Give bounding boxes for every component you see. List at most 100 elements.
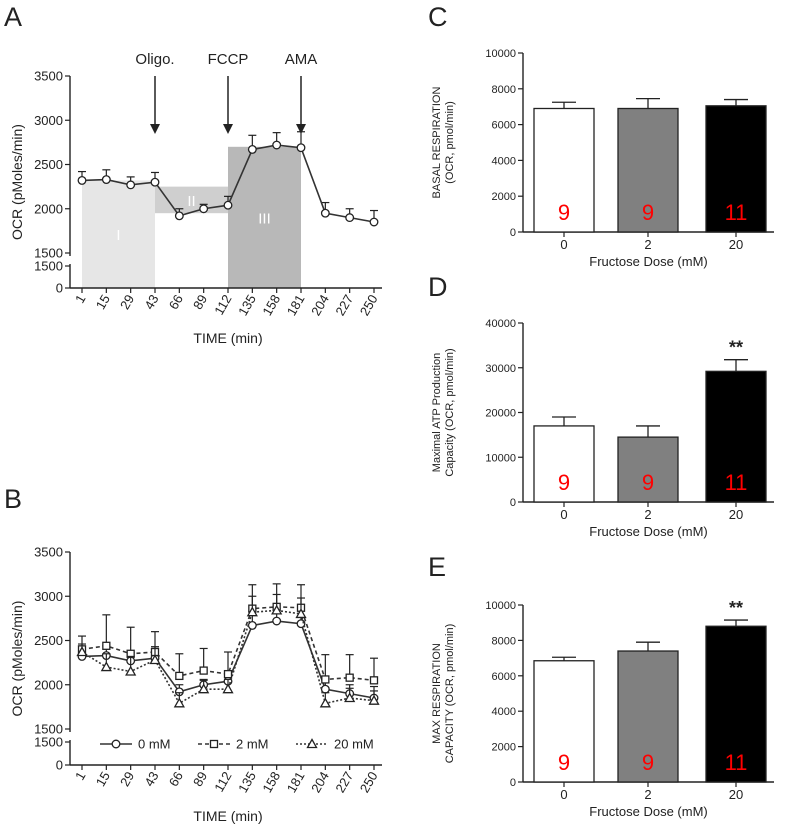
- bar: [533, 425, 595, 503]
- data-point: [173, 697, 185, 708]
- y-axis-label: Maximal ATP Production: [431, 353, 443, 472]
- y-tick-label: 3000: [34, 589, 63, 604]
- x-tick-label: 20: [729, 237, 743, 252]
- n-label: 11: [725, 470, 748, 495]
- data-point: [369, 217, 379, 227]
- data-point: [223, 200, 233, 210]
- x-tick-label: 15: [93, 292, 113, 312]
- significance-label: **: [729, 598, 743, 618]
- y-tick-label: 6000: [492, 120, 516, 132]
- y-tick-label: 0: [510, 777, 516, 789]
- x-axis-label: Fructose Dose (mM): [589, 804, 707, 819]
- x-tick-label: 204: [308, 769, 332, 795]
- legend-marker: [209, 739, 219, 749]
- bar: [705, 625, 767, 783]
- region-i: [82, 180, 155, 288]
- n-label: 9: [558, 470, 570, 495]
- x-tick-label: 204: [308, 292, 332, 318]
- annotation-arrowhead: [296, 124, 306, 134]
- data-point: [222, 683, 234, 694]
- data-point: [102, 641, 111, 650]
- x-tick-label: 15: [93, 769, 113, 789]
- data-point: [76, 646, 88, 657]
- region-iii: [228, 146, 301, 288]
- panel-letter-e: E: [428, 552, 446, 582]
- x-tick-label: 20: [729, 507, 743, 522]
- n-label: 9: [642, 470, 654, 495]
- y-tick-label: 3000: [34, 113, 63, 128]
- y-tick-label: 3500: [34, 545, 63, 560]
- data-point: [272, 616, 282, 626]
- panel-letter-c: C: [428, 2, 448, 32]
- y-tick-label: 4000: [492, 706, 516, 718]
- y-tick-label: 2500: [34, 633, 63, 648]
- data-point: [77, 175, 87, 185]
- data-point: [126, 180, 136, 190]
- legend-marker: [111, 739, 121, 749]
- x-tick-label: 158: [259, 769, 283, 795]
- data-point: [125, 665, 137, 676]
- x-tick-label: 135: [235, 292, 259, 318]
- data-point: [174, 211, 184, 221]
- y-tick-label: 10000: [485, 600, 516, 612]
- y-axis-label: MAX RESPIRATION: [431, 643, 443, 744]
- x-tick-label: 181: [284, 769, 308, 795]
- y-tick-label: 0: [510, 497, 516, 509]
- y-axis-label: OCR (pMoles/min): [9, 124, 25, 240]
- data-point: [271, 604, 283, 615]
- panel-letter-d: D: [428, 272, 448, 302]
- bar: [705, 370, 767, 503]
- panel-letter-b: B: [4, 484, 22, 514]
- x-tick-label: 20: [729, 787, 743, 802]
- x-tick-label: 181: [284, 292, 308, 318]
- x-tick-label: 89: [190, 292, 210, 312]
- annotation-label: AMA: [285, 51, 318, 68]
- panel-letter-a: A: [4, 2, 22, 32]
- data-point: [295, 608, 307, 619]
- x-tick-label: 1: [72, 292, 89, 306]
- data-point: [345, 213, 355, 223]
- data-point: [296, 143, 306, 153]
- n-label: 9: [642, 200, 654, 225]
- y-tick-label: 8000: [492, 635, 516, 647]
- data-point: [345, 673, 354, 682]
- x-tick-label: 66: [166, 769, 186, 789]
- y-tick-label: 2000: [492, 191, 516, 203]
- y-tick-label: 3500: [34, 69, 63, 84]
- data-point: [246, 606, 258, 617]
- data-point: [199, 666, 208, 675]
- y-tick-label: 0: [510, 227, 516, 239]
- region-label: I: [116, 227, 120, 244]
- data-point: [272, 140, 282, 150]
- n-label: 9: [642, 750, 654, 775]
- y-tick-label: 1500: [34, 259, 63, 274]
- legend-label: 2 mM: [236, 737, 269, 752]
- y-tick-label: 2000: [34, 201, 63, 216]
- annotation-label: Oligo.: [135, 51, 174, 68]
- legend-marker: [306, 738, 318, 749]
- y-axis-label: BASAL RESPIRATION: [431, 87, 443, 199]
- annotation-label: FCCP: [208, 51, 249, 68]
- annotation-arrowhead: [223, 124, 233, 134]
- x-tick-label: 43: [141, 769, 161, 789]
- data-point: [319, 697, 331, 708]
- y-tick-label: 1500: [34, 722, 63, 737]
- y-tick-label: 10000: [485, 452, 516, 464]
- y-axis-label: CAPACITY (OCR, pmol/min): [444, 624, 456, 764]
- x-tick-label: 158: [259, 292, 283, 318]
- y-tick-label: 2500: [34, 157, 63, 172]
- data-point: [150, 177, 160, 187]
- y-tick-label: 0: [56, 758, 63, 773]
- x-tick-label: 227: [332, 292, 356, 318]
- region-label: II: [187, 193, 195, 210]
- x-tick-label: 112: [211, 769, 234, 794]
- bar: [533, 660, 595, 783]
- x-tick-label: 2: [644, 787, 651, 802]
- bar-chart-e: 020004000600080001000009292011**Fructose…: [431, 598, 774, 819]
- data-point: [199, 204, 209, 214]
- y-tick-label: 8000: [492, 84, 516, 96]
- data-point: [320, 208, 330, 218]
- y-tick-label: 2000: [492, 742, 516, 754]
